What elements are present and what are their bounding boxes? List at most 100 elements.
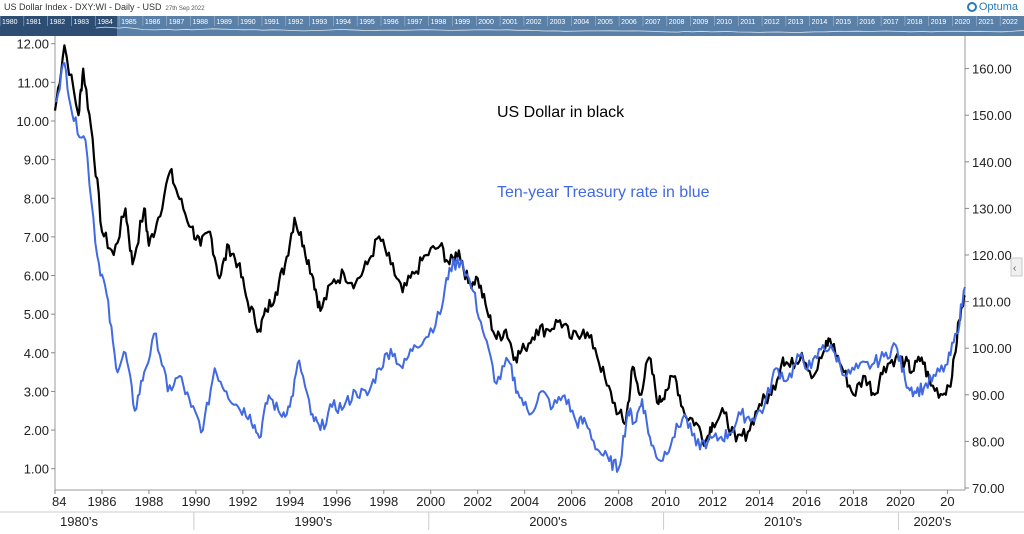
x-tick-label: 2006 <box>557 494 586 509</box>
navigator-year-label[interactable]: 1995 <box>359 19 375 26</box>
navigator-year-label[interactable]: 1996 <box>383 19 399 26</box>
navigator-year-label[interactable]: 1997 <box>407 19 423 26</box>
navigator-year-label[interactable]: 2001 <box>502 19 518 26</box>
navigator-year-label[interactable]: 2017 <box>883 19 899 26</box>
left-tick-label: 12.00 <box>16 37 49 52</box>
decade-label: 2000's <box>529 514 567 529</box>
right-tick-label: 110.00 <box>972 295 1011 310</box>
left-y-axis: 1.00 2.00 3.00 4.00 5.00 6.00 7.00 8.00 9.00 10.0… <box>16 37 55 477</box>
x-tick-label: 1994 <box>275 494 304 509</box>
right-tick-label: 90.00 <box>972 388 1005 403</box>
decade-label: 2010's <box>764 514 802 529</box>
navigator-year-label[interactable]: 2014 <box>812 19 828 26</box>
navigator-year-label[interactable]: 1987 <box>169 19 185 26</box>
x-tick-label: 1988 <box>134 494 163 509</box>
navigator-year-label[interactable]: 2005 <box>597 19 613 26</box>
navigator-year-label[interactable]: 2013 <box>788 19 804 26</box>
chart-frame <box>0 36 1024 513</box>
x-tick-label: 2008 <box>604 494 633 509</box>
timeline-navigator[interactable]: 1980 1981 1982 1983 1984 1985 1986 1987 1988 1989… <box>0 16 1024 36</box>
navigator-year-label[interactable]: 2002 <box>526 19 542 26</box>
navigator-year-label[interactable]: 1999 <box>454 19 470 26</box>
navigator-year-label[interactable]: 1985 <box>121 19 137 26</box>
navigator-year-label[interactable]: 2010 <box>716 19 732 26</box>
x-tick-label: 1996 <box>322 494 351 509</box>
us-dollar-series-line <box>53 44 966 447</box>
navigator-year-label[interactable]: 2015 <box>835 19 851 26</box>
navigator-year-label[interactable]: 2019 <box>931 19 947 26</box>
x-tick-label: 2002 <box>463 494 492 509</box>
left-tick-label: 7.00 <box>24 230 49 245</box>
navigator-year-label[interactable]: 1981 <box>26 19 42 26</box>
right-y-axis: 70.00 80.00 90.00 100.00 110.00 120.00 130.00 1… <box>965 62 1012 496</box>
navigator-year-label[interactable]: 2016 <box>859 19 875 26</box>
x-tick-label: 1998 <box>369 494 398 509</box>
navigator-year-label[interactable]: 1993 <box>312 19 328 26</box>
left-tick-label: 11.00 <box>17 75 49 90</box>
navigator-year-label[interactable]: 1986 <box>145 19 161 26</box>
optuma-logo: Optuma <box>966 1 1018 13</box>
navigator-year-label[interactable]: 2004 <box>574 19 590 26</box>
x-tick-label: 2016 <box>792 494 821 509</box>
right-tick-label: 100.00 <box>972 341 1012 356</box>
x-tick-label: 2018 <box>839 494 868 509</box>
navigator-year-label[interactable]: 2007 <box>645 19 661 26</box>
navigator-year-label[interactable]: 2000 <box>478 19 494 26</box>
logo-text: Optuma <box>978 1 1018 13</box>
chart-date: 27th Sep 2022 <box>165 6 205 12</box>
navigator-year-label[interactable]: 2020 <box>955 19 971 26</box>
left-tick-label: 9.00 <box>24 153 49 168</box>
x-tick-label: 1992 <box>228 494 257 509</box>
x-tick-label: 2004 <box>510 494 539 509</box>
treasury-rate-series-line <box>54 62 966 473</box>
navigator-year-label[interactable]: 1991 <box>264 19 280 26</box>
x-tick-label: 84 <box>52 494 66 509</box>
navigator-year-label[interactable]: 2011 <box>740 19 755 26</box>
navigator-year-label[interactable]: 2018 <box>907 19 923 26</box>
chart-title: US Dollar Index - DXY:WI - Daily - USD <box>4 2 162 12</box>
left-tick-label: 3.00 <box>24 384 49 399</box>
navigator-year-label[interactable]: 2021 <box>978 19 994 26</box>
navigator-year-label[interactable]: 1990 <box>240 19 256 26</box>
navigator-year-label[interactable]: 2009 <box>693 19 709 26</box>
decade-label: 2020's <box>913 514 951 529</box>
annotation-treasury-rate: Ten-year Treasury rate in blue <box>497 184 710 201</box>
x-tick-label: 2010 <box>651 494 680 509</box>
navigator-year-label[interactable]: 1988 <box>193 19 209 26</box>
navigator-year-label[interactable]: 1994 <box>335 19 351 26</box>
left-tick-label: 4.00 <box>24 346 49 361</box>
x-tick-label: 2014 <box>745 494 774 509</box>
right-tick-label: 130.00 <box>972 201 1012 216</box>
x-axis: 84 1986 1988 1990 1992 1994 1996 1998 2000 2002 20… <box>52 490 955 530</box>
chart-header: US Dollar Index - DXY:WI - Daily - USD 27… <box>4 2 205 12</box>
left-tick-label: 5.00 <box>24 307 49 322</box>
navigator-year-label[interactable]: 1992 <box>288 19 304 26</box>
navigator-year-label[interactable]: 2012 <box>764 19 780 26</box>
navigator-year-label[interactable]: 1989 <box>216 19 232 26</box>
navigator-year-label[interactable]: 2008 <box>669 19 685 26</box>
navigator-year-label[interactable]: 1980 <box>2 19 18 26</box>
navigator-window[interactable] <box>0 16 117 36</box>
navigator-year-label[interactable]: 2006 <box>621 19 637 26</box>
navigator-year-label[interactable]: 1984 <box>97 19 113 26</box>
right-tick-label: 160.00 <box>972 62 1012 77</box>
right-tick-label: 70.00 <box>972 481 1005 496</box>
navigator-year-label[interactable]: 2022 <box>1002 19 1018 26</box>
navigator-year-label[interactable]: 2003 <box>550 19 566 26</box>
navigator-year-label[interactable]: 1983 <box>73 19 89 26</box>
decade-label: 1990's <box>294 514 332 529</box>
left-tick-label: 8.00 <box>24 191 49 206</box>
right-tick-label: 80.00 <box>972 434 1005 449</box>
left-tick-label: 1.00 <box>24 462 49 477</box>
x-tick-label: 1986 <box>88 494 117 509</box>
x-tick-label: 2000 <box>416 494 445 509</box>
annotation-us-dollar: US Dollar in black <box>497 104 625 121</box>
optuma-logo-icon <box>966 2 977 12</box>
navigator-year-label[interactable]: 1982 <box>50 19 66 26</box>
navigator-year-label[interactable]: 1998 <box>431 19 447 26</box>
x-tick-label: 2012 <box>698 494 727 509</box>
decade-label: 1980's <box>60 514 98 529</box>
collapse-arrow-icon[interactable]: ‹ <box>1010 257 1023 277</box>
left-tick-label: 2.00 <box>24 423 49 438</box>
